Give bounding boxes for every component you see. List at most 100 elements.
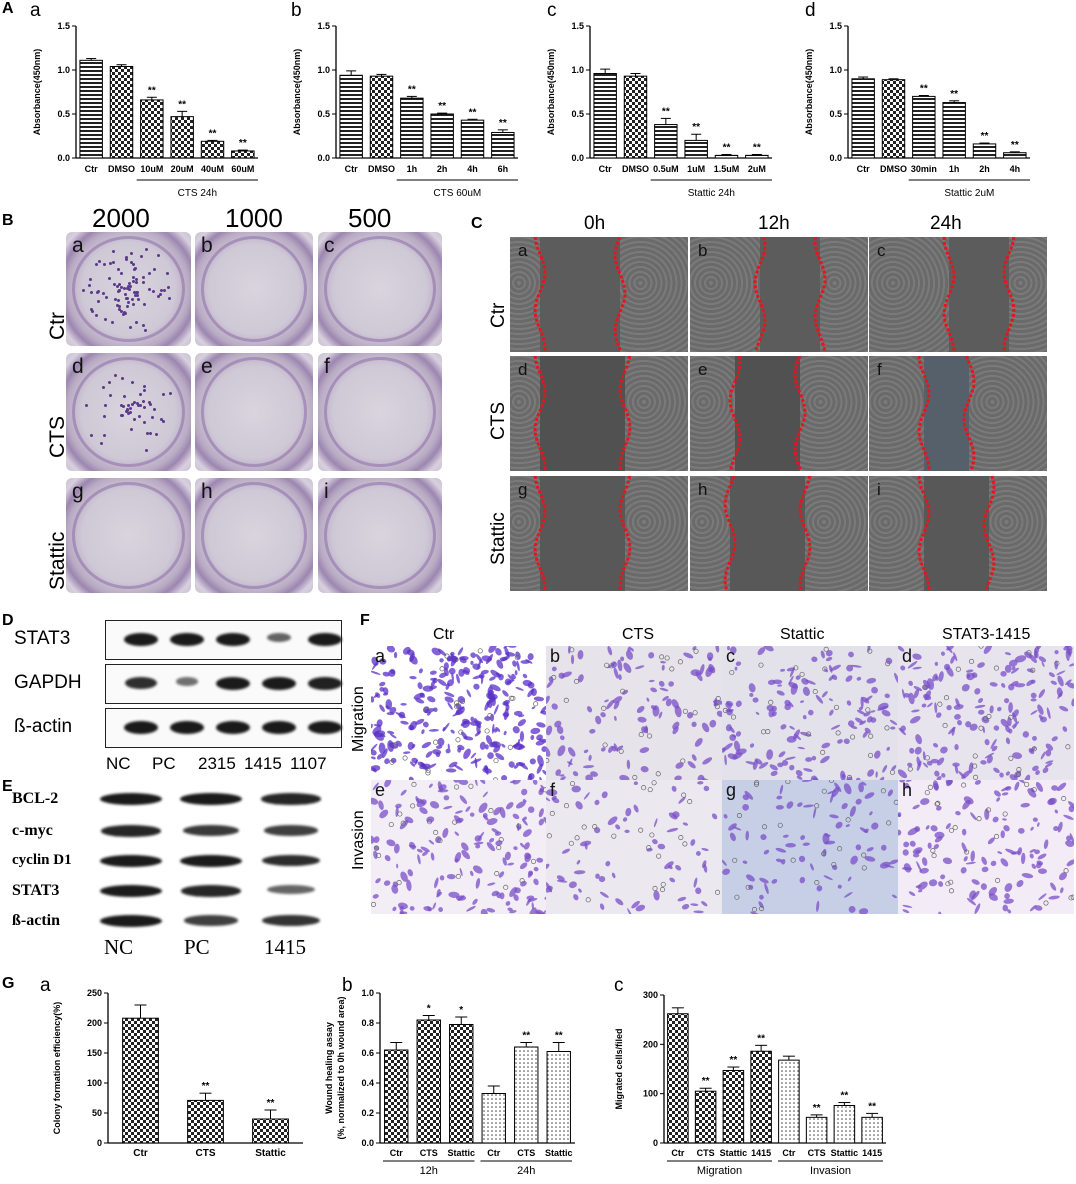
wound-edge-lines bbox=[690, 237, 868, 352]
stained-cell bbox=[534, 696, 545, 701]
stained-cell bbox=[849, 805, 858, 817]
blot-lane-label: 1415 bbox=[244, 754, 282, 774]
wound-edge bbox=[535, 356, 545, 471]
stained-cell bbox=[1049, 882, 1057, 892]
stained-cell bbox=[999, 857, 1010, 868]
stained-cell bbox=[760, 833, 768, 841]
colony-dot bbox=[162, 393, 165, 396]
membrane-pore bbox=[533, 702, 537, 706]
wound-edge bbox=[755, 237, 765, 352]
colony-dot bbox=[105, 296, 108, 299]
stained-cell bbox=[660, 661, 666, 664]
stained-cell bbox=[829, 698, 834, 702]
stained-cell bbox=[966, 669, 974, 673]
stained-cell bbox=[443, 795, 449, 800]
y-tick-label: 0.5 bbox=[57, 109, 70, 119]
wound-edge-lines bbox=[869, 356, 1047, 471]
stained-cell bbox=[693, 910, 704, 913]
bar bbox=[751, 1051, 772, 1143]
membrane-pore bbox=[653, 886, 657, 890]
stained-cell bbox=[532, 780, 538, 785]
plate-rim bbox=[201, 482, 307, 589]
x-tick-label: Ctr bbox=[390, 1148, 403, 1158]
stained-cell bbox=[1063, 814, 1074, 821]
membrane-pore bbox=[737, 813, 741, 817]
plate-letter: i bbox=[324, 480, 329, 504]
stained-cell bbox=[599, 903, 605, 911]
b-col-1000: 1000 bbox=[225, 203, 283, 234]
bar bbox=[515, 1047, 538, 1143]
stained-cell bbox=[686, 760, 697, 770]
membrane-pore bbox=[639, 732, 643, 736]
stained-cell bbox=[429, 729, 439, 732]
stained-cell bbox=[780, 669, 785, 672]
stained-cell bbox=[811, 656, 818, 662]
stained-cell bbox=[651, 838, 659, 845]
bar bbox=[943, 103, 965, 158]
membrane-pore bbox=[846, 818, 850, 822]
wound-edge bbox=[944, 237, 954, 352]
membrane-pore bbox=[659, 655, 663, 659]
x-tick-label: DMSO bbox=[622, 164, 649, 174]
x-tick-label: 2h bbox=[979, 164, 990, 174]
membrane-pore bbox=[489, 808, 493, 812]
stained-cell bbox=[576, 859, 581, 865]
membrane-pore bbox=[574, 679, 578, 683]
stained-cell bbox=[715, 646, 720, 653]
stained-cell bbox=[995, 796, 1001, 802]
stained-cell bbox=[1048, 671, 1056, 678]
blot-band bbox=[180, 793, 242, 805]
membrane-pore bbox=[1064, 868, 1068, 872]
colony-dot bbox=[155, 433, 158, 436]
stained-cell bbox=[854, 798, 862, 806]
stained-cell bbox=[450, 729, 456, 734]
f-row-invasion: Invasion bbox=[350, 810, 368, 870]
stained-cell bbox=[993, 725, 1000, 732]
stained-cell bbox=[978, 710, 985, 715]
stained-cell bbox=[397, 902, 408, 910]
y-axis-label: Migrated cells/filed bbox=[614, 1028, 624, 1109]
colony-dot bbox=[109, 262, 112, 265]
stained-cell bbox=[709, 719, 717, 728]
bar bbox=[431, 114, 453, 158]
blot-band bbox=[308, 721, 342, 734]
stained-cell bbox=[932, 780, 939, 791]
stained-cell bbox=[614, 716, 618, 721]
stained-cell bbox=[1022, 730, 1030, 738]
membrane-pore bbox=[925, 756, 929, 760]
membrane-pore bbox=[656, 772, 660, 776]
stained-cell bbox=[1058, 705, 1069, 713]
colony-dot bbox=[144, 329, 147, 332]
stained-cell bbox=[921, 857, 928, 867]
transwell-image: a bbox=[371, 646, 547, 780]
stained-cell bbox=[902, 849, 909, 857]
stained-cell bbox=[691, 753, 698, 761]
stained-cell bbox=[531, 706, 536, 710]
stained-cell bbox=[799, 834, 806, 841]
stained-cell bbox=[748, 692, 754, 698]
c-row-stattic: Stattic bbox=[488, 512, 510, 565]
y-tick-label: 1.5 bbox=[317, 21, 330, 31]
stained-cell bbox=[1000, 682, 1006, 688]
significance-mark: ** bbox=[469, 107, 477, 118]
stained-cell bbox=[955, 810, 962, 815]
stained-cell bbox=[902, 909, 910, 914]
membrane-pore bbox=[564, 804, 568, 808]
chart-g-b: Wound healing assay (%, normalized to 0h … bbox=[322, 985, 587, 1180]
stained-cell bbox=[494, 752, 505, 762]
stained-cell bbox=[425, 750, 434, 759]
membrane-pore bbox=[715, 890, 719, 894]
stained-cell bbox=[750, 911, 761, 914]
colony-dot bbox=[95, 263, 98, 266]
significance-mark: ** bbox=[702, 1076, 710, 1087]
stained-cell bbox=[722, 868, 731, 877]
y-tick-label: 100 bbox=[87, 1078, 102, 1088]
stained-cell bbox=[515, 670, 518, 675]
colony-dot bbox=[135, 291, 138, 294]
stained-cell bbox=[825, 656, 833, 662]
stained-cell bbox=[928, 879, 937, 887]
stained-cell bbox=[724, 755, 727, 766]
stained-cell bbox=[1029, 853, 1034, 859]
bar bbox=[594, 74, 616, 158]
stained-cell bbox=[741, 803, 750, 812]
